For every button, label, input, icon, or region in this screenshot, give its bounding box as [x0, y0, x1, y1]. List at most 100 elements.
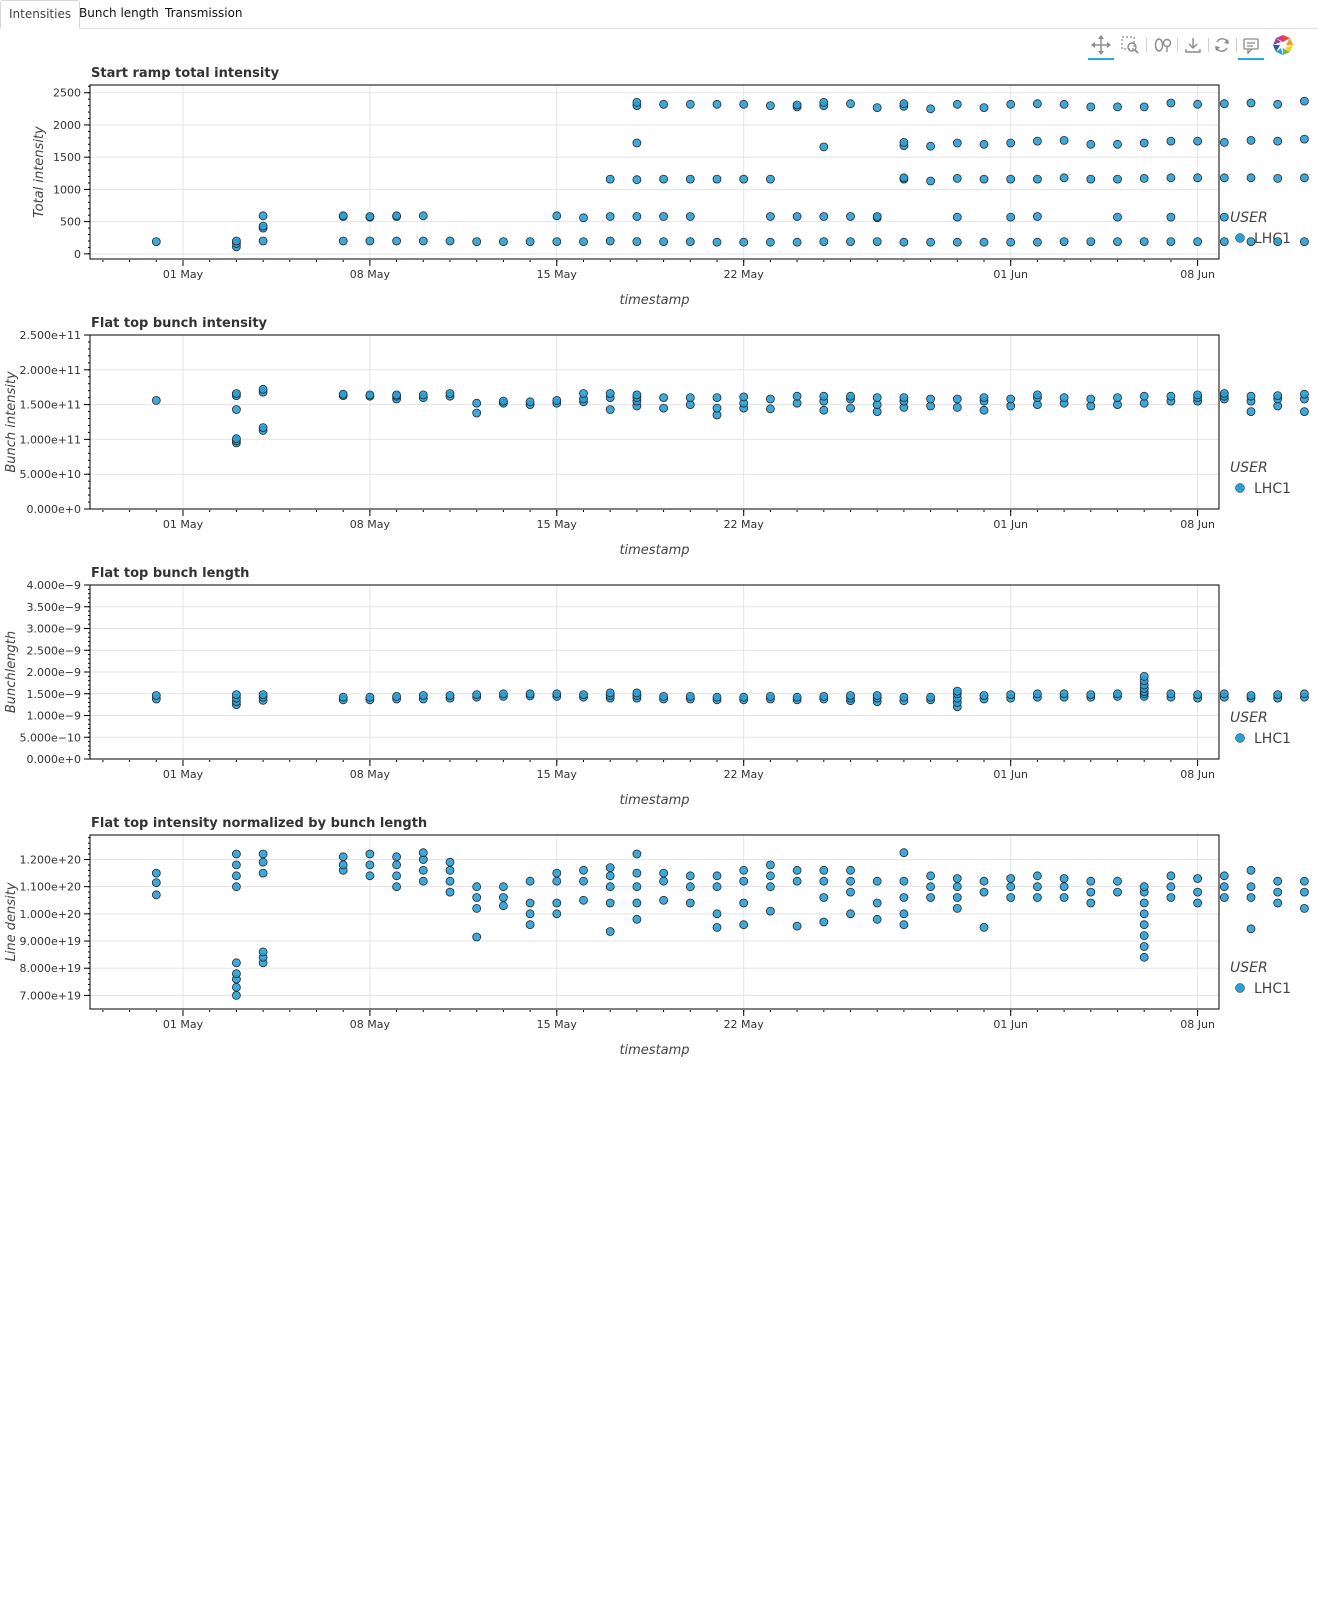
data-point[interactable]	[846, 403, 855, 413]
data-point[interactable]	[498, 689, 508, 699]
data-point[interactable]	[525, 397, 535, 407]
data-point[interactable]	[632, 898, 642, 908]
data-point[interactable]	[632, 212, 642, 221]
data-point[interactable]	[392, 236, 402, 246]
data-point[interactable]	[846, 865, 855, 875]
data-point[interactable]	[846, 237, 855, 247]
data-point[interactable]	[1086, 394, 1096, 404]
data-point[interactable]	[739, 174, 749, 184]
data-point[interactable]	[739, 392, 749, 402]
data-point[interactable]	[1193, 690, 1202, 699]
data-point[interactable]	[258, 221, 268, 231]
data-point[interactable]	[712, 923, 722, 932]
data-point[interactable]	[926, 882, 935, 892]
data-point[interactable]	[552, 237, 562, 247]
data-point[interactable]	[1006, 174, 1016, 184]
data-point[interactable]	[1139, 672, 1149, 681]
data-point[interactable]	[579, 865, 588, 875]
data-point[interactable]	[1273, 391, 1283, 401]
data-point[interactable]	[872, 393, 882, 403]
data-point[interactable]	[1033, 99, 1042, 109]
data-point[interactable]	[445, 865, 455, 875]
data-point[interactable]	[846, 909, 855, 919]
data-point[interactable]	[151, 237, 161, 247]
data-point[interactable]	[365, 390, 375, 400]
data-point[interactable]	[819, 876, 829, 886]
data-point[interactable]	[712, 99, 722, 109]
data-point[interactable]	[712, 871, 722, 881]
data-point[interactable]	[1033, 893, 1042, 902]
data-point[interactable]	[498, 882, 508, 892]
data-point[interactable]	[739, 865, 749, 875]
data-point[interactable]	[525, 920, 535, 930]
data-point[interactable]	[632, 868, 642, 878]
data-point[interactable]	[685, 898, 695, 908]
data-point[interactable]	[1193, 887, 1202, 897]
data-point[interactable]	[579, 895, 588, 905]
data-point[interactable]	[579, 690, 588, 699]
data-point[interactable]	[685, 871, 695, 881]
data-point[interactable]	[1219, 871, 1229, 881]
data-point[interactable]	[1086, 898, 1096, 908]
data-point[interactable]	[1139, 898, 1149, 908]
data-point[interactable]	[659, 393, 668, 403]
data-point[interactable]	[498, 901, 508, 911]
data-point[interactable]	[338, 389, 348, 399]
data-point[interactable]	[1139, 173, 1149, 183]
data-point[interactable]	[579, 213, 588, 223]
data-point[interactable]	[1219, 389, 1229, 398]
data-point[interactable]	[1219, 212, 1229, 222]
data-point[interactable]	[365, 236, 375, 246]
data-point[interactable]	[952, 394, 962, 404]
data-point[interactable]	[846, 691, 855, 700]
data-point[interactable]	[952, 882, 962, 892]
data-point[interactable]	[632, 849, 642, 859]
data-point[interactable]	[766, 692, 775, 701]
pan-icon[interactable]	[1088, 32, 1114, 60]
data-point[interactable]	[1166, 136, 1176, 146]
data-point[interactable]	[632, 390, 642, 400]
data-point[interactable]	[605, 863, 615, 872]
data-point[interactable]	[365, 860, 375, 870]
data-point[interactable]	[792, 876, 802, 886]
data-point[interactable]	[1246, 924, 1256, 934]
data-point[interactable]	[819, 917, 829, 927]
data-point[interactable]	[418, 691, 428, 700]
data-point[interactable]	[1059, 237, 1069, 247]
data-point[interactable]	[1193, 173, 1202, 183]
data-point[interactable]	[926, 692, 935, 702]
data-point[interactable]	[392, 852, 402, 862]
data-point[interactable]	[952, 212, 962, 222]
data-point[interactable]	[712, 882, 722, 892]
data-point[interactable]	[1193, 390, 1202, 400]
data-point[interactable]	[1166, 391, 1176, 401]
data-point[interactable]	[659, 403, 668, 413]
data-point[interactable]	[685, 212, 695, 221]
data-point[interactable]	[1246, 865, 1256, 875]
data-point[interactable]	[846, 99, 855, 109]
data-point[interactable]	[1033, 882, 1042, 892]
data-point[interactable]	[819, 98, 829, 107]
data-point[interactable]	[979, 174, 989, 184]
data-point[interactable]	[846, 876, 855, 886]
data-point[interactable]	[1246, 135, 1256, 145]
data-point[interactable]	[445, 691, 455, 700]
data-point[interactable]	[1273, 690, 1283, 699]
data-point[interactable]	[1246, 691, 1256, 700]
data-point[interactable]	[231, 871, 241, 881]
data-point[interactable]	[1033, 390, 1042, 400]
data-point[interactable]	[712, 909, 722, 919]
data-point[interactable]	[685, 882, 695, 892]
data-point[interactable]	[659, 692, 668, 701]
data-point[interactable]	[1166, 237, 1176, 247]
data-point[interactable]	[1006, 893, 1016, 902]
data-point[interactable]	[1219, 237, 1229, 247]
data-point[interactable]	[605, 927, 615, 936]
data-point[interactable]	[872, 898, 882, 908]
data-point[interactable]	[792, 865, 802, 875]
data-point[interactable]	[1246, 391, 1256, 401]
data-point[interactable]	[525, 909, 535, 919]
wheel-zoom-icon[interactable]	[1149, 32, 1175, 58]
data-point[interactable]	[1086, 887, 1096, 897]
data-point[interactable]	[1113, 102, 1122, 112]
